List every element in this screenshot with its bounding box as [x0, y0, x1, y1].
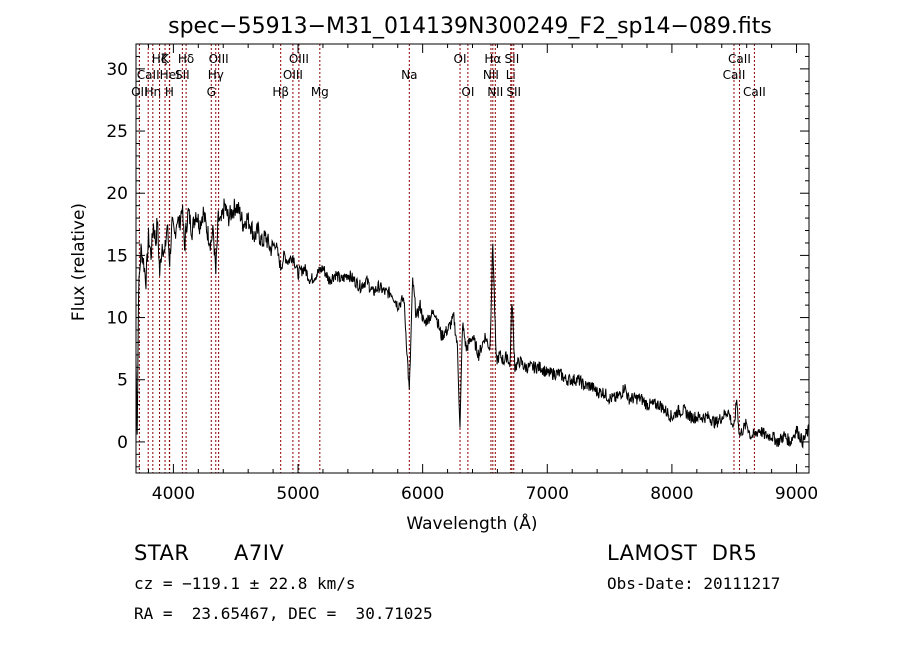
y-tick-label: 30 — [106, 60, 128, 80]
spectral-line-label: CaII — [137, 68, 160, 82]
spectral-line-label: NII — [487, 85, 503, 99]
spectral-line-label: SII — [175, 68, 190, 82]
y-tick-label: 15 — [106, 246, 128, 266]
spectral-line-label: OIII — [209, 52, 229, 66]
y-tick-label: 10 — [106, 309, 128, 329]
coordinates: RA = 23.65467, DEC = 30.71025 — [134, 604, 433, 623]
spectral-line-label: Hα — [484, 52, 501, 66]
spectral-line-label: OIII — [283, 68, 303, 82]
plot-frame — [135, 43, 810, 474]
x-tick-label: 6000 — [401, 484, 444, 504]
x-tick-label: 9000 — [775, 484, 818, 504]
y-tick-label: 0 — [117, 433, 128, 453]
y-axis-label: Flux (relative) — [69, 203, 89, 321]
survey-name: LAMOST DR5 — [607, 541, 758, 565]
y-tick-label: 5 — [117, 371, 128, 391]
spectral-line-label: OI — [454, 52, 467, 66]
spectral-line-label: Li — [506, 68, 516, 82]
spectral-line-label: G — [207, 85, 216, 99]
spectral-line-label: Hζ — [152, 52, 168, 66]
spectral-line-label: CaII — [723, 68, 746, 82]
x-tick-label: 7000 — [526, 484, 569, 504]
obs-date: Obs-Date: 20111217 — [607, 574, 781, 593]
x-axis-label: Wavelength (Å) — [406, 512, 537, 534]
spectral-line-label: Hδ — [178, 52, 194, 66]
object-class: STAR — [134, 541, 190, 565]
spectral-line-label: OI — [461, 85, 474, 99]
spectral-line-label: K — [161, 52, 170, 66]
chart-title: spec−55913−M31_014139N300249_F2_sp14−089… — [168, 14, 772, 39]
spectral-line-label: Hβ — [272, 85, 289, 99]
spectrum-line — [135, 198, 810, 449]
x-tick-label: 4000 — [152, 484, 195, 504]
spectral-line-label: Mg — [311, 85, 329, 99]
spectral-line-label: Hγ — [208, 68, 224, 82]
spectral-line-label: HeI — [160, 68, 180, 82]
x-tick-label: 5000 — [276, 484, 319, 504]
object-subclass: A7IV — [234, 541, 285, 565]
y-tick-label: 25 — [106, 122, 128, 142]
spectral-line-label: Hη — [145, 85, 162, 99]
cz-value: cz = −119.1 ± 22.8 km/s — [134, 574, 356, 593]
x-tick-label: 8000 — [650, 484, 693, 504]
spectral-line-label: SII — [506, 85, 521, 99]
spectral-line-label: Na — [401, 68, 417, 82]
spectral-line-label: SII — [505, 52, 520, 66]
y-tick-label: 20 — [106, 184, 128, 204]
line-markers: OIICaIIHηHζKHHeISIIHδGHγOIIIHβOIIIOIIIMg… — [131, 44, 766, 473]
spectral-line-label: CaII — [728, 52, 751, 66]
x-axis: 4000 5000 6000 7000 8000 9000 — [147, 44, 818, 504]
spectral-line-label: CaII — [743, 85, 766, 99]
spectral-line-label: OIII — [289, 52, 309, 66]
spectral-line-label: OII — [131, 85, 148, 99]
spectral-line-label: NII — [483, 68, 499, 82]
y-axis: 0 5 10 15 20 25 30 — [106, 43, 809, 468]
